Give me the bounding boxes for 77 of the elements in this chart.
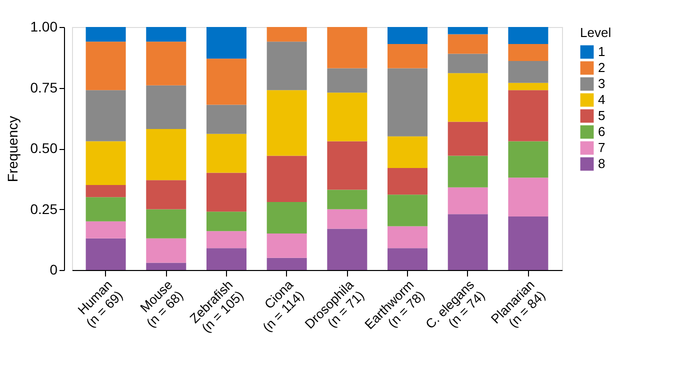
legend-label: 8 — [598, 156, 606, 171]
bar — [146, 238, 186, 263]
bar — [388, 226, 428, 248]
bar — [327, 141, 368, 190]
bar — [508, 44, 548, 62]
bar — [327, 68, 368, 93]
bar — [508, 216, 548, 270]
bar — [86, 184, 126, 198]
bar — [327, 228, 368, 270]
bar — [266, 234, 307, 258]
legend-title: Level — [580, 25, 612, 40]
bar — [146, 209, 186, 238]
bar — [206, 248, 246, 270]
bar — [508, 61, 548, 83]
bar — [146, 180, 186, 210]
bar — [146, 27, 186, 42]
bar — [448, 122, 488, 156]
bar — [448, 27, 488, 34]
bar — [448, 214, 488, 270]
y-tick-label: 0.25 — [30, 200, 58, 217]
bar — [388, 248, 428, 270]
bar — [508, 141, 548, 178]
y-tick-label: 0 — [50, 262, 58, 278]
y-tick-label: 0.75 — [30, 79, 58, 96]
bar — [388, 194, 428, 226]
legend-label: 4 — [598, 92, 606, 107]
bar — [266, 258, 307, 270]
bar — [266, 42, 307, 90]
bar — [206, 58, 246, 105]
bar — [508, 82, 548, 90]
bar — [86, 197, 126, 222]
bar — [508, 27, 548, 44]
bar — [86, 42, 126, 90]
bar — [146, 42, 186, 86]
legend-label: 1 — [598, 44, 606, 59]
bar — [206, 104, 246, 134]
bar — [327, 209, 368, 229]
legend-label: 7 — [598, 140, 606, 155]
y-tick-label: 1.00 — [30, 18, 58, 34]
bar — [388, 136, 428, 168]
bar — [448, 34, 488, 54]
y-tick-label: 0.50 — [30, 140, 58, 156]
bar — [327, 190, 368, 210]
bar — [86, 238, 126, 270]
bar — [448, 156, 488, 188]
legend-label: 2 — [598, 60, 606, 75]
bar — [448, 187, 488, 214]
bar — [266, 156, 307, 202]
bar — [86, 27, 126, 42]
bar — [388, 44, 428, 68]
bar — [508, 90, 548, 142]
bar — [86, 221, 126, 238]
bar — [206, 27, 246, 59]
bar — [508, 178, 548, 217]
legend-label: 6 — [598, 124, 606, 139]
bar — [327, 92, 368, 142]
bar — [86, 141, 126, 185]
bar — [206, 172, 246, 212]
y-axis-title: Frequency — [4, 116, 20, 182]
bar — [266, 202, 307, 234]
bar — [266, 90, 307, 156]
bar — [146, 129, 186, 180]
bar — [86, 90, 126, 142]
bar — [206, 134, 246, 173]
bar — [448, 54, 488, 74]
bar — [388, 68, 428, 136]
bar — [206, 212, 246, 232]
bar — [388, 27, 428, 44]
bar — [266, 27, 307, 42]
bar — [448, 73, 488, 122]
bar — [327, 27, 368, 68]
legend-label: 3 — [598, 76, 606, 91]
bar — [206, 231, 246, 248]
legend-label: 5 — [598, 108, 606, 123]
bar — [146, 85, 186, 130]
bar — [388, 168, 428, 195]
bar — [146, 262, 186, 270]
